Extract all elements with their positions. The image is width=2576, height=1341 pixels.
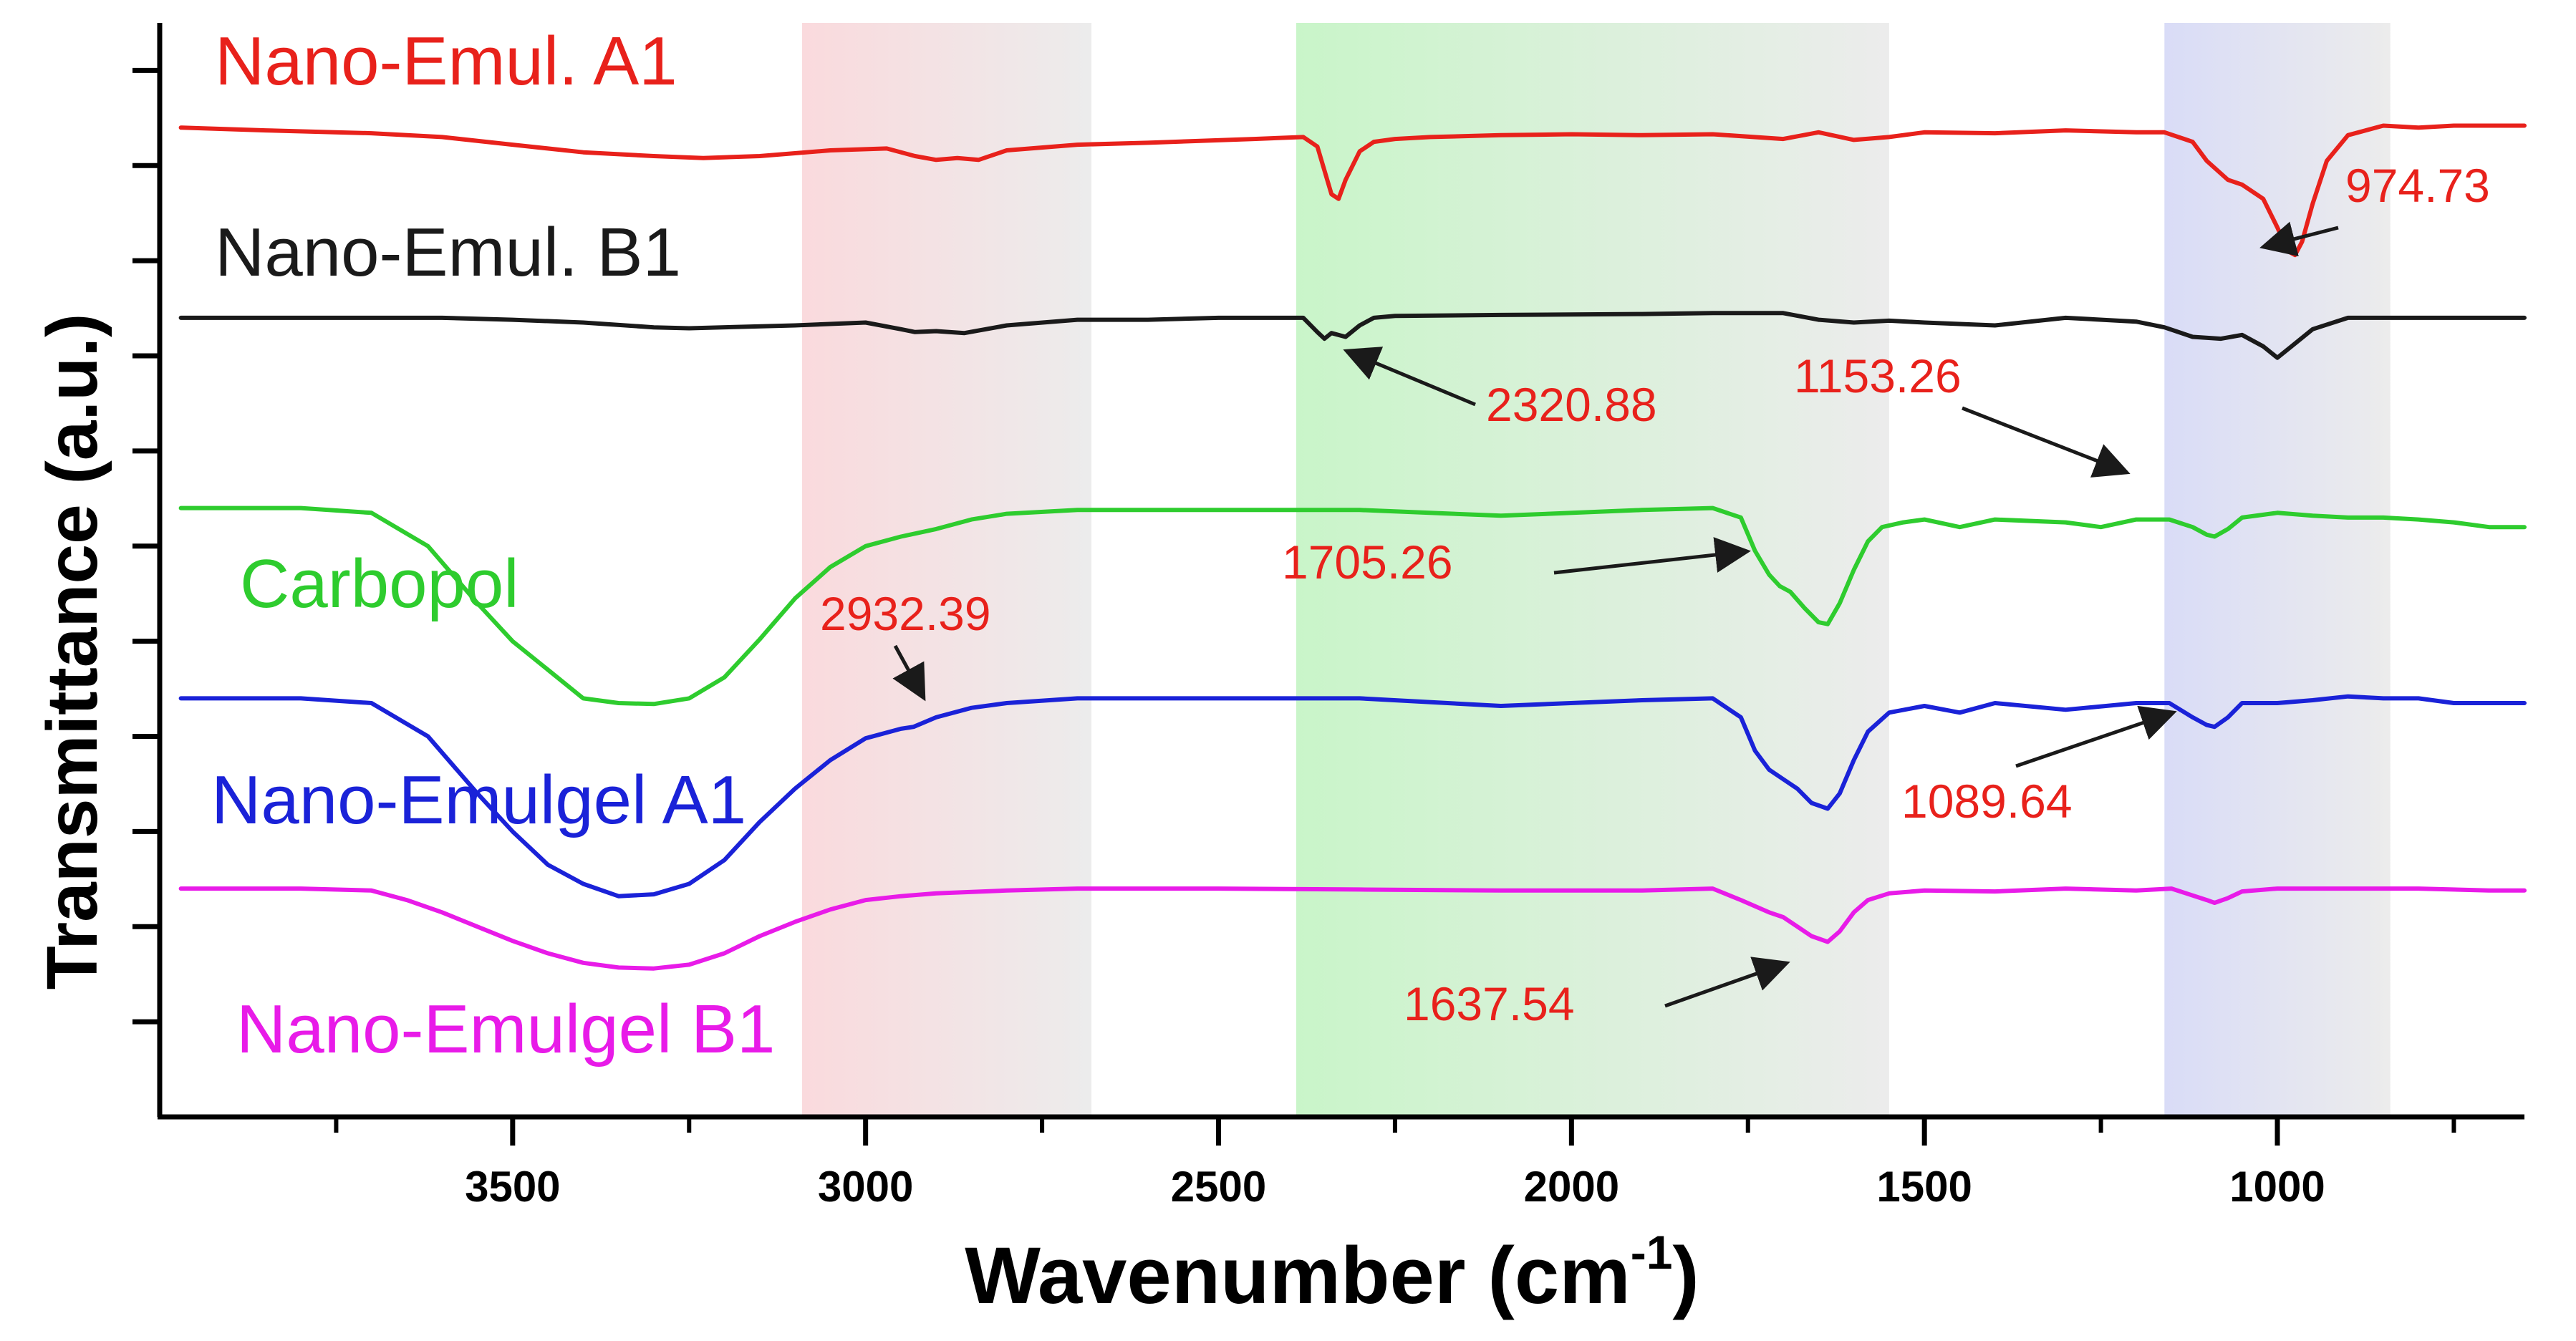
series-label-2: Nano-Emul. B1 bbox=[215, 214, 681, 291]
shaded-regions bbox=[801, 23, 2391, 1117]
annotation-label: 1153.26 bbox=[1794, 349, 1962, 402]
series-label-1: Nano-Emul. A1 bbox=[215, 23, 677, 100]
annotation-arrow bbox=[1343, 347, 1476, 407]
x-axis-title-main: Wavenumber (cm bbox=[965, 1231, 1630, 1320]
annotation-arrow bbox=[1664, 957, 1790, 1008]
x-axis-title-superscript: -1 bbox=[1631, 1226, 1673, 1279]
spectra: Nano-Emul. A1 Nano-Emul. B1 Carbopol Nano-E… bbox=[178, 23, 2527, 1068]
x-tick-label: 2500 bbox=[1171, 1163, 1266, 1211]
series-line-4 bbox=[178, 694, 2527, 899]
shaded-region-3 bbox=[2164, 23, 2391, 1117]
series-line-2 bbox=[178, 311, 2527, 360]
x-tick-label: 1000 bbox=[2229, 1163, 2325, 1211]
annotation-arrow bbox=[2259, 221, 2339, 257]
x-tick-label: 1500 bbox=[1876, 1163, 1972, 1211]
series-label-5: Nano-Emulgel B1 bbox=[236, 991, 775, 1068]
x-tick-label: 3000 bbox=[818, 1163, 913, 1211]
shaded-region-1 bbox=[801, 23, 1092, 1117]
series-label-3: Carbopol bbox=[240, 546, 519, 622]
annotation-label: 1637.54 bbox=[1404, 977, 1575, 1030]
x-tick-label: 3500 bbox=[465, 1163, 560, 1211]
annotation-arrow bbox=[1553, 537, 1751, 575]
annotation-arrow bbox=[1962, 406, 2131, 478]
series-line-3 bbox=[178, 505, 2527, 707]
annotation-arrow bbox=[892, 644, 926, 702]
annotation-label: 2932.39 bbox=[820, 587, 991, 640]
annotation-label: 2320.88 bbox=[1486, 378, 1657, 431]
annotation-label: 1089.64 bbox=[1901, 775, 2073, 828]
annotation-label: 974.73 bbox=[2345, 159, 2490, 212]
x-axis-title-close: ) bbox=[1672, 1231, 1699, 1320]
annotation-arrow bbox=[2015, 705, 2177, 768]
series-label-4: Nano-Emulgel A1 bbox=[211, 762, 746, 838]
axes: 3500 3000 2500 2000 1500 1000 bbox=[132, 23, 2524, 1211]
series-line-5 bbox=[178, 886, 2527, 971]
x-axis-title: Wavenumber (cm-1) bbox=[965, 1226, 1699, 1320]
annotations: 974.73 2320.88 1153.26 1705.26 2932.39 1089.6… bbox=[820, 159, 2490, 1030]
x-tick-label: 2000 bbox=[1524, 1163, 1619, 1211]
annotation-label: 1705.26 bbox=[1282, 536, 1453, 589]
y-axis-title: Transmittance (a.u.) bbox=[32, 314, 112, 990]
